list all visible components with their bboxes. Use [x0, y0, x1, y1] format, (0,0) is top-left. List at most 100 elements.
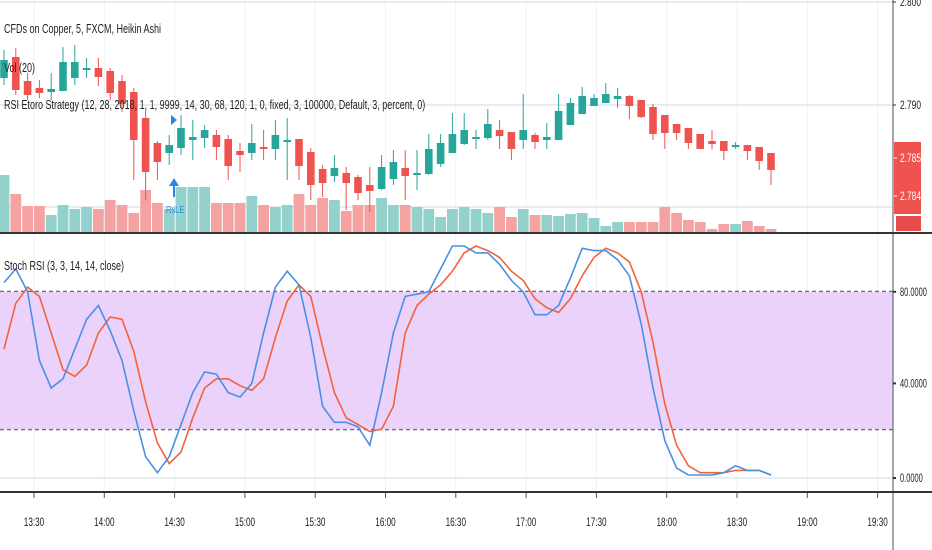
candle-body	[625, 96, 634, 106]
candle-body	[330, 168, 339, 176]
candle-body	[307, 152, 315, 185]
stoch-rsi-series	[3, 245, 772, 476]
strategy-legend[interactable]: RSI Etoro Strategy (12, 28, 2018, 1, 1, …	[4, 98, 426, 112]
price-axis[interactable]: 2.800 2.790 2.785 2.784 80.0000 40.0000 0.0000	[893, 0, 927, 486]
candle-body	[578, 96, 586, 114]
entry-triangle-icon	[171, 115, 177, 125]
volume-bar	[588, 218, 600, 232]
volume-bar	[281, 205, 293, 232]
candle-body	[130, 92, 138, 140]
volume-bar	[529, 215, 541, 232]
volume-bar	[128, 213, 140, 232]
volume-bar	[388, 205, 399, 232]
candle-body	[106, 71, 114, 93]
candle-body	[366, 185, 374, 191]
candle-body	[236, 151, 244, 155]
volume-bar	[683, 220, 694, 232]
candle-body	[696, 134, 704, 149]
volume-bar	[706, 229, 718, 232]
candle-body	[755, 147, 763, 161]
candle-body	[165, 145, 173, 153]
volume-bar	[317, 198, 328, 232]
volume-bar	[175, 187, 187, 232]
volume-bar	[222, 203, 234, 232]
volume-bar	[57, 205, 69, 232]
volume-bar	[305, 205, 317, 232]
volume-bar	[329, 200, 340, 232]
volume-bar	[470, 209, 482, 232]
symbol-title[interactable]: CFDs on Copper, 5, FXCM, Heikin Ashi	[4, 22, 162, 36]
price-axis-background	[893, 0, 932, 550]
stoch-rsi-legend[interactable]: Stoch RSI (3, 3, 14, 14, close)	[4, 259, 125, 273]
volume-bar	[659, 207, 671, 232]
signal-marker: RsLE	[166, 115, 184, 215]
candle-body	[259, 147, 268, 149]
candle-body	[436, 143, 445, 164]
volume-bar	[293, 194, 305, 232]
volume-bar	[270, 207, 281, 232]
candle-body	[743, 145, 752, 151]
candle-body	[59, 62, 67, 91]
volume-bar	[352, 205, 364, 232]
candle-body	[531, 135, 539, 142]
volume-bar	[0, 175, 10, 232]
candle-body	[224, 139, 232, 166]
time-label: 18:00	[656, 517, 677, 530]
volume-bar	[246, 196, 258, 232]
volume-bar	[93, 209, 104, 232]
volume-bar	[517, 209, 529, 232]
stoch-tick-label: 0.0000	[900, 472, 923, 485]
volume-bar	[199, 187, 210, 232]
volume-series	[0, 175, 777, 232]
volume-legend[interactable]: Vol (20)	[4, 61, 36, 75]
volume-bar	[624, 222, 635, 232]
time-label: 19:00	[797, 517, 818, 530]
volume-bar	[411, 207, 423, 232]
candle-body	[425, 149, 433, 174]
candle-body	[35, 88, 44, 93]
candle-body	[248, 143, 256, 153]
volume-bar	[69, 209, 81, 232]
volume-badge	[896, 216, 921, 231]
candle-body	[472, 137, 480, 139]
stoch-tick-label: 40.0000	[900, 378, 927, 391]
volume-bar	[340, 211, 352, 232]
candle-body	[649, 107, 657, 134]
candle-body	[484, 124, 492, 138]
candle-body	[12, 57, 20, 90]
time-axis[interactable]: 13:30 14:00 14:30 15:00 15:30 16:00 16:30 17:00…	[24, 493, 888, 530]
volume-bar	[647, 222, 659, 232]
candle-body	[543, 137, 551, 140]
candle-body	[377, 167, 386, 189]
volume-bar	[635, 222, 647, 232]
candle-body	[661, 115, 669, 133]
volume-bar	[187, 187, 199, 232]
candle-body	[731, 145, 740, 147]
candle-body	[684, 128, 693, 143]
volume-bar	[506, 217, 517, 232]
volume-bar	[458, 207, 470, 232]
time-axis-background	[0, 490, 893, 550]
candle-body	[200, 130, 209, 138]
volume-bar	[45, 215, 57, 232]
volume-bar	[612, 222, 623, 232]
candle-body	[637, 100, 645, 117]
time-label: 15:30	[305, 517, 326, 530]
candle-body	[82, 68, 91, 70]
candle-body	[460, 130, 468, 144]
volume-bar	[541, 215, 553, 232]
volume-bar	[152, 203, 163, 232]
volume-bar	[600, 226, 612, 232]
candle-body	[672, 124, 681, 133]
candle-body	[212, 135, 221, 147]
price-tick-label: 2.790	[900, 100, 921, 113]
volume-bar	[742, 221, 753, 232]
volume-bar	[671, 213, 682, 232]
stoch-band	[0, 291, 893, 430]
candle-body	[0, 60, 8, 78]
volume-bar	[364, 205, 376, 232]
volume-bar	[753, 226, 765, 232]
volume-bar	[163, 209, 175, 232]
time-label: 16:30	[446, 517, 467, 530]
